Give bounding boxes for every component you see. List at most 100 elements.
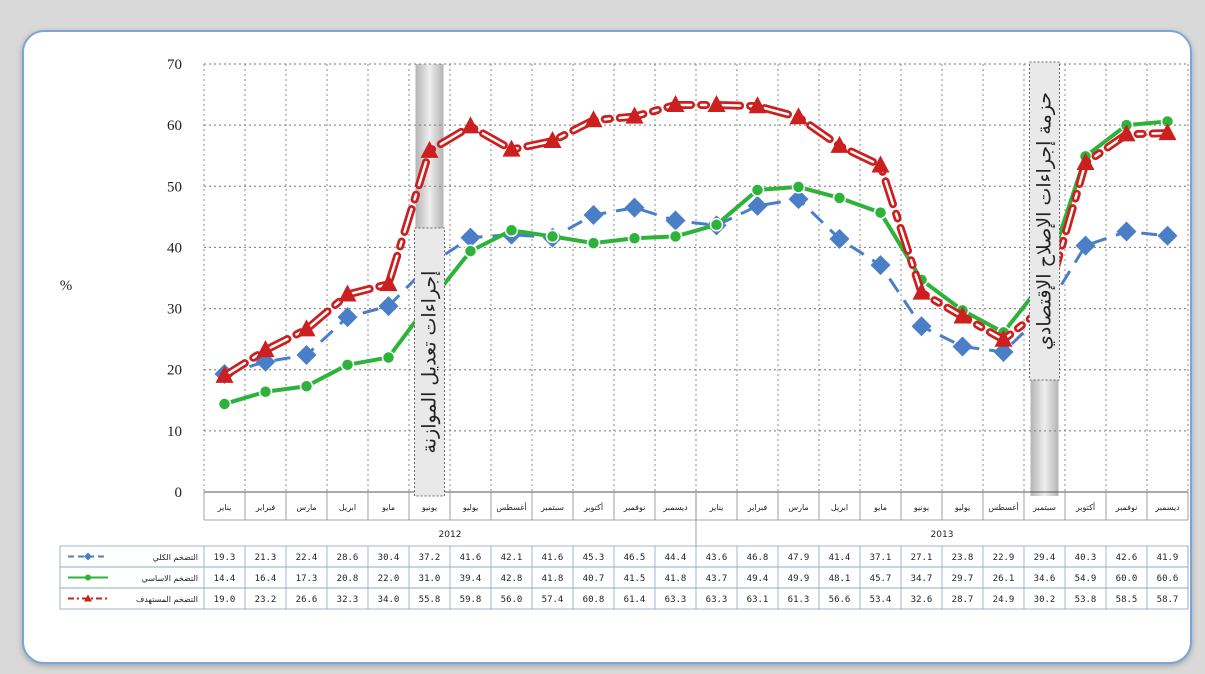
x-tick-label: مارس xyxy=(296,503,316,512)
data-point xyxy=(871,155,890,173)
table-cell: 34.6 xyxy=(1034,574,1056,584)
table-cell: 40.7 xyxy=(583,574,605,584)
data-point xyxy=(911,316,932,337)
x-tick-label: يناير xyxy=(709,503,724,512)
x-tick-label: فبراير xyxy=(255,503,276,512)
legend-label: التضخم الاساسي xyxy=(142,574,198,583)
annotation-box xyxy=(1029,61,1060,381)
x-tick-label: مايو xyxy=(381,503,395,512)
table-cell: 24.9 xyxy=(993,595,1015,605)
table-cell: 41.9 xyxy=(1157,553,1179,563)
data-point xyxy=(217,397,232,411)
table-cell: 32.3 xyxy=(337,595,359,605)
data-point xyxy=(215,365,234,383)
data-point xyxy=(994,329,1013,347)
y-axis-label: % xyxy=(60,278,73,294)
data-point xyxy=(748,96,767,114)
series-line xyxy=(224,197,1168,376)
legend-entry: التضخم الاساسي xyxy=(68,574,198,583)
annotation: حزمة إجراءات الإصلاح الإقتصادي xyxy=(1029,61,1060,381)
data-point xyxy=(750,183,765,197)
legend-marker xyxy=(84,594,92,602)
y-tick-label: 30 xyxy=(167,302,182,318)
table-cell: 41.5 xyxy=(624,574,646,584)
data-point xyxy=(583,205,604,226)
x-tick-label: ابريل xyxy=(339,503,356,512)
table-cell: 23.2 xyxy=(255,595,277,605)
table-cell: 32.6 xyxy=(911,595,933,605)
table-cell: 45.3 xyxy=(583,553,605,563)
data-point xyxy=(463,244,478,258)
data-point xyxy=(993,341,1014,362)
table-cell: 56.0 xyxy=(501,595,523,605)
table-cell: 41.8 xyxy=(665,574,687,584)
table-cell: 34.0 xyxy=(378,595,400,605)
table-cell: 63.3 xyxy=(665,595,687,605)
table-cell: 58.7 xyxy=(1157,595,1179,605)
data-point xyxy=(666,94,685,112)
table-cell: 22.9 xyxy=(993,553,1015,563)
y-tick-label: 70 xyxy=(167,57,182,73)
table-cell: 55.8 xyxy=(419,595,441,605)
table-cell: 19.3 xyxy=(214,553,236,563)
data-point xyxy=(624,197,645,218)
table-cell: 17.3 xyxy=(296,574,318,584)
data-point xyxy=(381,350,396,365)
table-cell: 43.7 xyxy=(706,574,728,584)
table-cell: 29.4 xyxy=(1034,553,1056,563)
table-cell: 46.8 xyxy=(747,553,769,563)
data-point xyxy=(1075,235,1096,256)
data-point xyxy=(952,336,973,357)
table-cell: 20.8 xyxy=(337,574,359,584)
data-point xyxy=(668,229,683,244)
annotation-box xyxy=(414,227,445,497)
data-point xyxy=(1157,225,1178,246)
table-cell: 42.6 xyxy=(1116,553,1138,563)
table-cell: 48.1 xyxy=(829,574,851,584)
table-cell: 19.0 xyxy=(214,595,236,605)
data-point xyxy=(420,140,439,158)
table-cell: 63.3 xyxy=(706,595,728,605)
table-cell: 26.6 xyxy=(296,595,318,605)
data-point xyxy=(953,306,972,324)
table-cell: 28.7 xyxy=(952,595,974,605)
x-tick-label: يونيو xyxy=(913,503,929,512)
series-التضخم الاساسي xyxy=(217,114,1175,411)
x-tick-label: ابريل xyxy=(831,503,848,512)
series-line xyxy=(223,119,1168,406)
x-tick-label: ديسمبر xyxy=(662,503,688,512)
x-tick-label: نوفمبر xyxy=(623,503,646,512)
data-point xyxy=(337,307,358,328)
data-point xyxy=(747,195,768,216)
table-cell: 46.5 xyxy=(624,553,646,563)
annotation: إجراءات تعديل الموازنة xyxy=(414,227,445,497)
table-cell: 59.8 xyxy=(460,595,482,605)
data-point xyxy=(460,227,481,248)
table-cell: 21.3 xyxy=(255,553,277,563)
y-tick-label: 10 xyxy=(167,424,182,440)
table-cell: 41.8 xyxy=(542,574,564,584)
data-point xyxy=(545,229,560,244)
table-cell: 60.8 xyxy=(583,595,605,605)
table-cell: 53.4 xyxy=(870,595,892,605)
series-التضخم المستهدف xyxy=(215,94,1177,383)
table-cell: 29.7 xyxy=(952,574,974,584)
data-point xyxy=(791,180,806,194)
annotation-label: إجراءات تعديل الموازنة xyxy=(419,271,442,454)
data-point xyxy=(627,231,642,246)
data-point xyxy=(829,228,850,249)
table-cell: 60.0 xyxy=(1116,574,1138,584)
table-cell: 22.4 xyxy=(296,553,318,563)
table-cell: 30.2 xyxy=(1034,595,1056,605)
data-point xyxy=(584,110,603,128)
table-cell: 40.3 xyxy=(1075,553,1097,563)
y-tick-label: 0 xyxy=(175,485,183,501)
table-cell: 22.0 xyxy=(378,574,400,584)
table-cell: 23.8 xyxy=(952,553,974,563)
y-tick-label: 50 xyxy=(167,179,182,195)
table-cell: 30.4 xyxy=(378,553,400,563)
data-point xyxy=(873,205,888,220)
legend-entry: التضخم المستهدف xyxy=(68,594,198,604)
table-cell: 42.8 xyxy=(501,574,523,584)
data-point xyxy=(379,274,398,292)
